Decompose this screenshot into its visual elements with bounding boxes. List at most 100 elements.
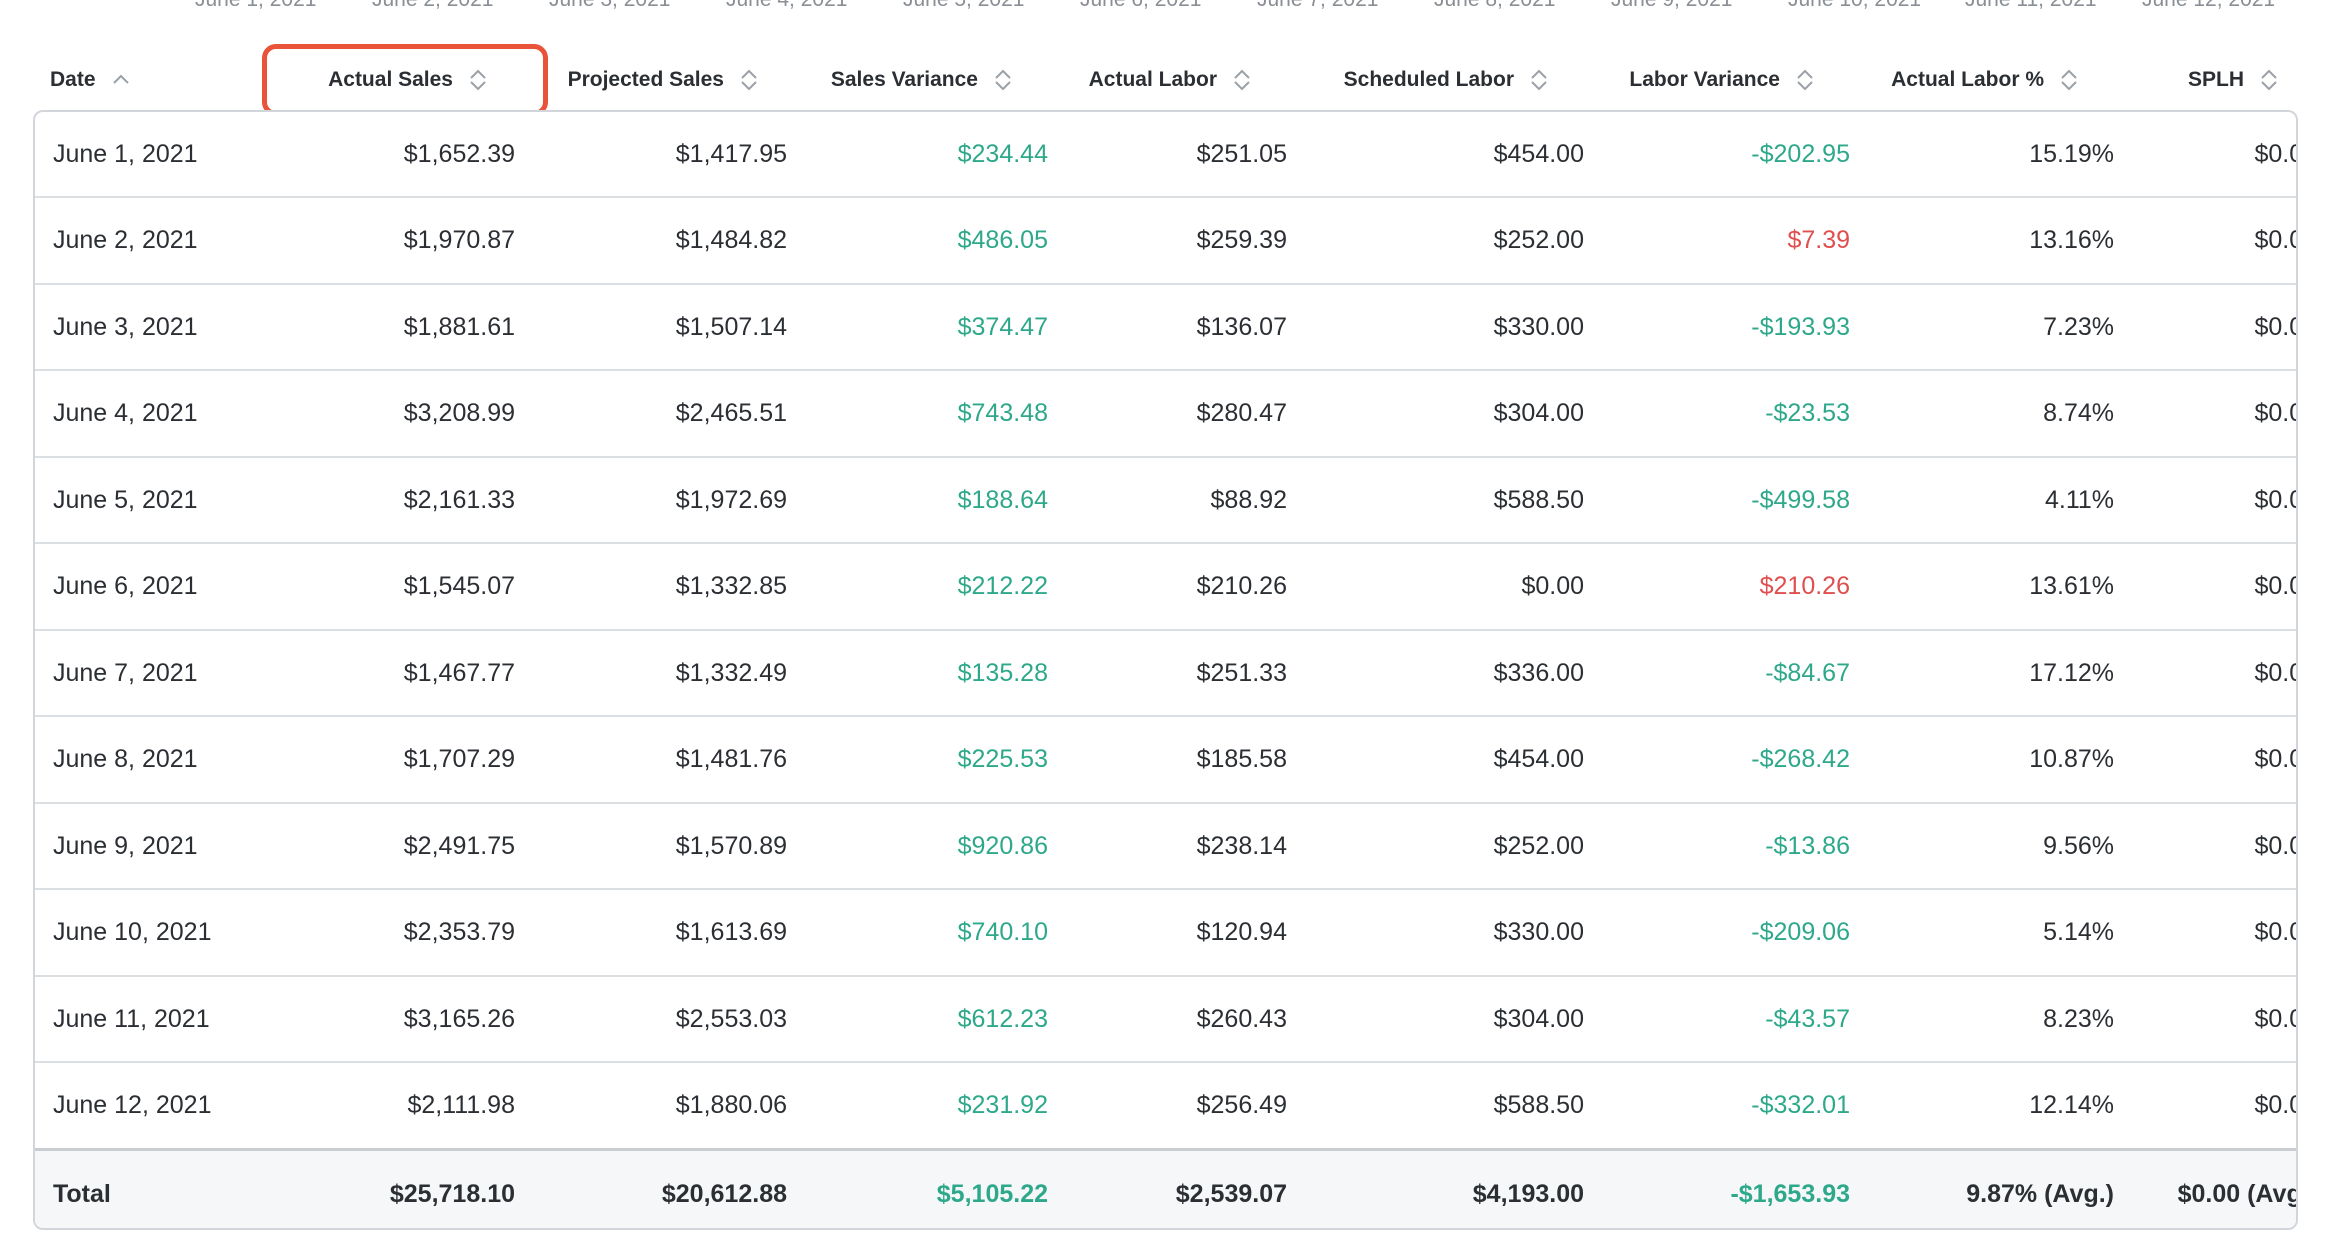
x-axis-tick-label: June 3, 2021 <box>549 0 670 12</box>
column-header-label: Actual Labor <box>1088 68 1217 91</box>
sort-ascending-icon[interactable] <box>110 68 132 92</box>
column-header-splh[interactable]: SPLH <box>2100 60 2280 100</box>
sort-icon[interactable] <box>2058 68 2080 92</box>
sort-icon[interactable] <box>1231 68 1253 92</box>
cell-actual-sales: $2,161.33 <box>403 485 515 514</box>
cell-actual-labor-pct: 12.14% <box>2029 1091 2114 1119</box>
table-row: June 7, 2021 $1,467.77 $1,332.49 $135.28 $25… <box>35 631 2296 717</box>
cell-actual-labor-pct: 15.19% <box>2029 139 2114 168</box>
x-axis-tick-label: June 8, 2021 <box>1434 0 1555 12</box>
sort-icon[interactable] <box>992 68 1014 92</box>
cell-actual-labor-pct: 10.87% <box>2029 745 2114 773</box>
cell-projected-sales: $1,484.82 <box>675 226 787 254</box>
cell-scheduled-labor: $588.50 <box>1493 1091 1584 1119</box>
cell-sales-variance: $374.47 <box>957 312 1048 341</box>
sort-icon[interactable] <box>2258 68 2280 92</box>
cell-actual-labor: $251.33 <box>1196 658 1287 687</box>
cell-splh: $0.00 <box>2254 572 2296 600</box>
daily-sales-table: June 1, 2021 $1,652.39 $1,417.95 $234.44 $25… <box>33 110 2298 1230</box>
cell-date: June 11, 2021 <box>53 1004 210 1033</box>
cell-labor-variance: -$202.95 <box>1751 139 1850 168</box>
cell-actual-labor: $256.49 <box>1196 1091 1287 1119</box>
cell-scheduled-labor: $252.00 <box>1493 831 1584 860</box>
x-axis-tick-label: June 2, 2021 <box>372 0 493 12</box>
cell-projected-sales: $1,507.14 <box>675 312 787 341</box>
cell-projected-sales: $1,481.76 <box>675 745 787 773</box>
cell-projected-sales: $1,972.69 <box>675 485 787 514</box>
cell-sales-variance: $231.92 <box>957 1091 1048 1119</box>
sort-icon[interactable] <box>1794 68 1816 92</box>
cell-date: June 12, 2021 <box>53 1091 212 1119</box>
cell-projected-sales: $1,417.95 <box>675 139 787 168</box>
cell-labor-variance: -$193.93 <box>1751 312 1850 341</box>
cell-actual-sales: $3,208.99 <box>403 399 515 427</box>
cell-actual-labor: $88.92 <box>1210 485 1287 514</box>
cell-labor-variance: -$209.06 <box>1751 918 1850 946</box>
cell-actual-sales: $1,970.87 <box>403 226 515 254</box>
column-header-labor-variance[interactable]: Labor Variance <box>1560 60 1816 100</box>
cell-actual-sales: $1,545.07 <box>403 572 515 600</box>
cell-labor-variance: -$43.57 <box>1765 1004 1850 1033</box>
cell-date: June 4, 2021 <box>53 399 198 427</box>
cell-splh: $0.00 <box>2254 658 2296 687</box>
chart-x-axis-labels: June 1, 2021 June 2, 2021 June 3, 2021 June… <box>0 0 2326 14</box>
table-total-row: Total $25,718.10 $20,612.88 $5,105.22 $2,539… <box>35 1148 2296 1228</box>
cell-actual-sales: $2,353.79 <box>403 918 515 946</box>
cell-scheduled-labor: $330.00 <box>1493 312 1584 341</box>
column-header-scheduled-labor[interactable]: Scheduled Labor <box>1280 60 1550 100</box>
column-header-actual-labor-pct[interactable]: Actual Labor % <box>1840 60 2080 100</box>
cell-actual-labor: $251.05 <box>1196 139 1287 168</box>
column-header-label: Labor Variance <box>1629 68 1780 91</box>
cell-actual-labor: $259.39 <box>1196 226 1287 254</box>
cell-projected-sales: $1,332.85 <box>675 572 787 600</box>
column-header-label: Date <box>50 68 96 91</box>
column-header-label: Sales Variance <box>830 68 978 91</box>
cell-labor-variance: -$84.67 <box>1765 658 1850 687</box>
cell-splh: $0.00 <box>2254 226 2296 254</box>
cell-splh: $0.00 <box>2254 1091 2296 1119</box>
cell-actual-sales: $3,165.26 <box>403 1004 515 1033</box>
cell-labor-variance: -$13.86 <box>1765 831 1850 860</box>
cell-date: June 7, 2021 <box>53 658 198 687</box>
column-header-sales-variance[interactable]: Sales Variance <box>780 60 1014 100</box>
cell-scheduled-labor: $336.00 <box>1493 658 1584 687</box>
cell-sales-variance: $743.48 <box>957 399 1048 427</box>
cell-projected-sales: $2,465.51 <box>675 399 787 427</box>
column-header-projected-sales[interactable]: Projected Sales <box>520 60 760 100</box>
column-header-label: Projected Sales <box>567 68 724 91</box>
cell-labor-variance: $210.26 <box>1759 572 1850 600</box>
table-row: June 3, 2021 $1,881.61 $1,507.14 $374.47 $13… <box>35 285 2296 371</box>
cell-scheduled-labor: $454.00 <box>1493 745 1584 773</box>
cell-actual-sales: $1,881.61 <box>403 312 515 341</box>
cell-splh: $0.00 <box>2254 918 2296 946</box>
sort-icon[interactable] <box>467 68 489 92</box>
table-row: June 11, 2021 $3,165.26 $2,553.03 $612.23 $2… <box>35 977 2296 1063</box>
cell-splh: $0.00 <box>2254 745 2296 773</box>
cell-projected-sales: $1,332.49 <box>675 658 787 687</box>
column-header-actual-labor[interactable]: Actual Labor <box>1040 60 1253 100</box>
x-axis-tick-label: June 6, 2021 <box>1080 0 1201 12</box>
cell-actual-labor-pct: 5.14% <box>2043 918 2114 946</box>
cell-splh: $0.00 <box>2254 1004 2296 1033</box>
cell-sales-variance: $920.86 <box>957 831 1048 860</box>
cell-actual-labor-pct: 9.56% <box>2043 831 2114 860</box>
cell-projected-sales: $2,553.03 <box>675 1004 787 1033</box>
cell-projected-sales: $1,880.06 <box>675 1091 787 1119</box>
column-header-actual-sales[interactable]: Actual Sales <box>300 60 489 100</box>
column-header-label: Actual Sales <box>328 68 453 91</box>
column-header-date[interactable]: Date <box>50 60 250 100</box>
table-row: June 9, 2021 $2,491.75 $1,570.89 $920.86 $23… <box>35 804 2296 890</box>
cell-actual-labor: $280.47 <box>1196 399 1287 427</box>
cell-projected-sales: $1,570.89 <box>675 831 787 860</box>
cell-sales-variance: $612.23 <box>957 1004 1048 1033</box>
cell-scheduled-labor: $454.00 <box>1493 139 1584 168</box>
cell-actual-labor: $260.43 <box>1196 1004 1287 1033</box>
sort-icon[interactable] <box>738 68 760 92</box>
table-row: June 12, 2021 $2,111.98 $1,880.06 $231.92 $2… <box>35 1064 2296 1150</box>
cell-sales-variance: $740.10 <box>957 918 1048 946</box>
cell-date: June 3, 2021 <box>53 312 198 341</box>
cell-date: June 6, 2021 <box>53 572 198 600</box>
cell-sales-variance: $5,105.22 <box>936 1180 1048 1208</box>
cell-splh: $0.00 (Avg.) <box>2177 1180 2296 1208</box>
sort-icon[interactable] <box>1528 68 1550 92</box>
